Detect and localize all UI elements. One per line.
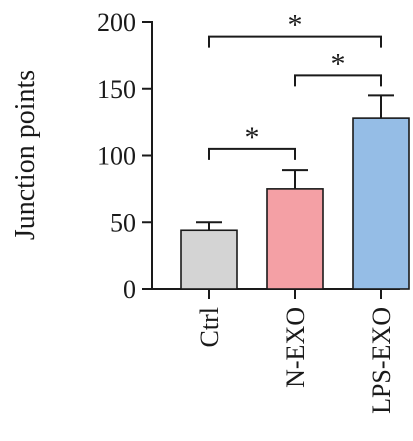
significance-label: *: [288, 9, 303, 42]
significance-bracket: [208, 147, 296, 160]
significance-label: *: [245, 121, 260, 154]
significance-bracket: [208, 35, 382, 48]
y-tick-label: 150: [97, 75, 136, 104]
y-tick-label: 0: [123, 275, 136, 304]
bar-ctrl: [180, 229, 238, 290]
bar-n-exo: [266, 188, 324, 290]
y-axis-title: Junction points: [10, 70, 41, 240]
y-tick-label: 100: [97, 142, 136, 171]
significance-bracket: [294, 74, 382, 87]
bar-lps-exo: [352, 117, 410, 290]
x-tick-label: Ctrl: [195, 307, 224, 347]
y-tick-label: 200: [97, 8, 136, 37]
x-tick-label: N-EXO: [281, 307, 310, 388]
y-tick-label: 50: [110, 208, 136, 237]
significance-label: *: [331, 47, 346, 80]
x-tick-label: LPS-EXO: [367, 307, 396, 414]
